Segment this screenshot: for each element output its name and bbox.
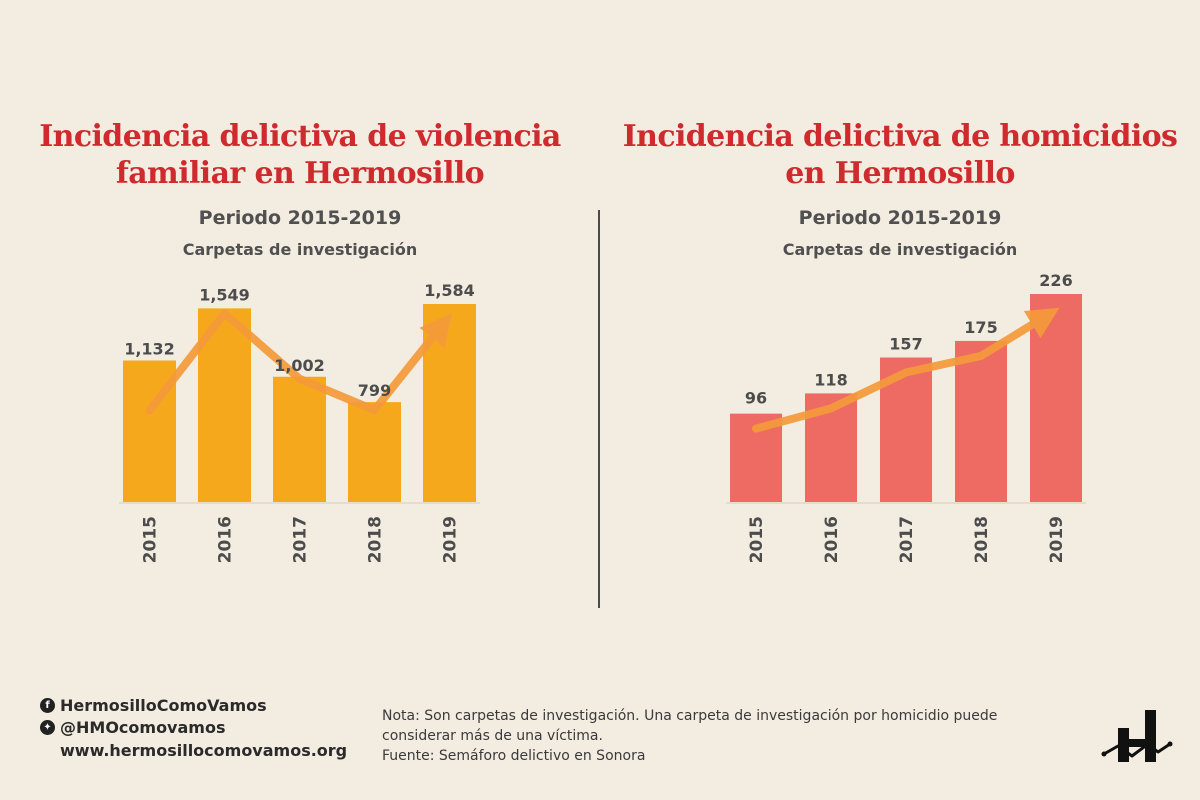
chart-title-line: Incidencia delictiva de homicidios bbox=[622, 119, 1178, 154]
chart-title-line: Incidencia delictiva de violencia bbox=[39, 119, 561, 154]
tick-label-2018: 2018 bbox=[366, 516, 386, 563]
trend-arrow bbox=[752, 307, 1060, 433]
value-label-2015: 1,132 bbox=[124, 340, 175, 359]
footer-social: f HermosilloComoVamos ✦ @HMOcomovamos ww… bbox=[40, 694, 347, 762]
tick-label-2016: 2016 bbox=[822, 516, 842, 563]
hermosillo-como-vamos-logo-icon bbox=[1101, 710, 1173, 762]
tick-label-2017: 2017 bbox=[291, 516, 311, 563]
note-text: Nota: Son carpetas de investigación. Una… bbox=[382, 708, 998, 744]
facebook-row: f HermosilloComoVamos bbox=[40, 694, 347, 716]
value-label-2019: 226 bbox=[1039, 271, 1072, 290]
chart-panel-violencia-familiar: Incidencia delictiva de violencia famili… bbox=[0, 0, 600, 640]
chart-homicidios: 96 118 157 175 226 2015 2016 2017 2018 2019 bbox=[726, 271, 1086, 563]
tick-label-2017: 2017 bbox=[897, 516, 917, 563]
chart-title: Incidencia delictiva de homicidios en He… bbox=[600, 118, 1200, 192]
bar-2018 bbox=[348, 402, 401, 502]
twitter-handle[interactable]: @HMOcomovamos bbox=[60, 717, 226, 737]
tick-label-2019: 2019 bbox=[1047, 516, 1067, 563]
facebook-icon: f bbox=[40, 697, 55, 713]
tick-label-2015: 2015 bbox=[141, 516, 161, 563]
tick-label-2015: 2015 bbox=[747, 516, 767, 563]
source-text: Fuente: Semáforo delictivo en Sonora bbox=[382, 748, 646, 764]
value-label-2015: 96 bbox=[745, 389, 767, 408]
tick-label-2016: 2016 bbox=[216, 516, 236, 563]
twitter-row: ✦ @HMOcomovamos bbox=[40, 716, 347, 738]
value-label-2016: 1,549 bbox=[199, 285, 250, 304]
chart-violencia-familiar: 1,132 1,549 1,002 799 1,584 2015 2016 2017 2018 2… bbox=[119, 281, 480, 563]
value-label-2019: 1,584 bbox=[424, 281, 475, 300]
panel-divider bbox=[598, 210, 600, 608]
trend-arrow bbox=[145, 309, 452, 415]
tick-label-2018: 2018 bbox=[972, 516, 992, 563]
chart-subtitle: Periodo 2015-2019 bbox=[198, 207, 402, 229]
tick-label-2019: 2019 bbox=[441, 516, 461, 563]
chart-subtitle: Periodo 2015-2019 bbox=[798, 207, 1002, 229]
chart-ylabel: Carpetas de investigación bbox=[782, 240, 1018, 259]
chart-ylabel: Carpetas de investigación bbox=[182, 240, 418, 259]
chart-title-line: familiar en Hermosillo bbox=[115, 156, 485, 191]
bar-2018 bbox=[955, 340, 1007, 502]
value-label-2018: 175 bbox=[964, 318, 997, 337]
value-label-2018: 799 bbox=[358, 381, 391, 400]
chart-panel-homicidios: Incidencia delictiva de homicidios en He… bbox=[600, 0, 1200, 640]
footer-note: Nota: Son carpetas de investigación. Una… bbox=[382, 706, 1062, 766]
chart-title: Incidencia delictiva de violencia famili… bbox=[0, 118, 600, 192]
chart-title-line: en Hermosillo bbox=[785, 156, 1015, 191]
facebook-handle[interactable]: HermosilloComoVamos bbox=[60, 695, 267, 715]
twitter-bird-icon: ✦ bbox=[40, 719, 55, 735]
bar-2017 bbox=[273, 376, 326, 502]
value-label-2017: 1,002 bbox=[274, 356, 325, 375]
value-label-2017: 157 bbox=[889, 335, 922, 354]
website-link[interactable]: www.hermosillocomovamos.org bbox=[60, 741, 348, 760]
value-label-2016: 118 bbox=[814, 370, 847, 389]
